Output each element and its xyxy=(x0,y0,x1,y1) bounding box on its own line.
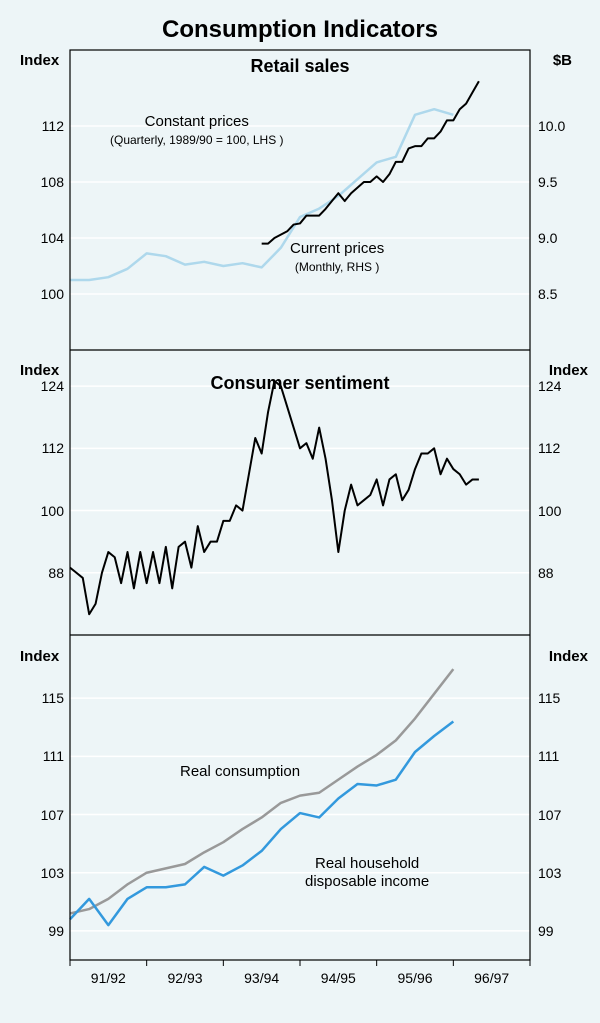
sentiment-ytick-left: 88 xyxy=(48,565,64,581)
retail-left-axis-label: Index xyxy=(20,52,59,69)
retail-ytick-left: 108 xyxy=(41,174,64,190)
consumption-ytick-left: 99 xyxy=(48,923,64,939)
real-consumption-label: Real consumption xyxy=(180,763,300,781)
retail-ytick-left: 100 xyxy=(41,286,64,302)
current-prices-label-text: Current prices xyxy=(290,240,384,257)
x-tick-label: 93/94 xyxy=(244,970,279,986)
constant-prices-label-text: Constant prices xyxy=(145,113,249,130)
panel-sentiment-title: Consumer sentiment xyxy=(0,373,600,394)
sentiment-ytick-right: 100 xyxy=(538,503,561,519)
sentiment-ytick-right: 124 xyxy=(538,378,561,394)
constant-prices-sublabel: (Quarterly, 1989/90 = 100, LHS ) xyxy=(110,133,284,147)
retail-ytick-right: 9.0 xyxy=(538,230,557,246)
consumption-ytick-right: 99 xyxy=(538,923,554,939)
x-tick-label: 96/97 xyxy=(474,970,509,986)
sentiment-ytick-right: 88 xyxy=(538,565,554,581)
sentiment-ytick-right: 112 xyxy=(538,440,560,456)
consumption-ytick-right: 103 xyxy=(538,865,561,881)
sentiment-ytick-left: 100 xyxy=(41,503,64,519)
retail-current_prices-line xyxy=(262,81,479,243)
consumption-ytick-left: 115 xyxy=(42,690,64,706)
x-tick-label: 95/96 xyxy=(397,970,432,986)
constant-prices-label: Constant prices (Quarterly, 1989/90 = 10… xyxy=(110,113,284,149)
consumption-ytick-right: 111 xyxy=(538,748,559,764)
consumption-ytick-left: 103 xyxy=(41,865,64,881)
panel-retail-title: Retail sales xyxy=(0,56,600,77)
consumption-ytick-left: 111 xyxy=(43,748,64,764)
sentiment-sentiment-line xyxy=(70,381,479,614)
consumption-right-axis-label: Index xyxy=(549,648,588,665)
real-income-label: Real household disposable income xyxy=(305,855,429,891)
consumption-left-axis-label: Index xyxy=(20,648,59,665)
consumption-ytick-right: 115 xyxy=(538,690,560,706)
sentiment-right-axis-label: Index xyxy=(549,362,588,379)
current-prices-sublabel: (Monthly, RHS ) xyxy=(295,260,379,274)
sentiment-left-axis-label: Index xyxy=(20,362,59,379)
retail-ytick-left: 104 xyxy=(41,230,64,246)
x-tick-label: 91/92 xyxy=(91,970,126,986)
retail-ytick-right: 8.5 xyxy=(538,286,557,302)
sentiment-ytick-left: 112 xyxy=(42,440,64,456)
chart-canvas xyxy=(0,0,600,1023)
sentiment-ytick-left: 124 xyxy=(41,378,64,394)
x-tick-label: 92/93 xyxy=(167,970,202,986)
retail-ytick-left: 112 xyxy=(42,118,64,134)
retail-ytick-right: 10.0 xyxy=(538,118,565,134)
consumption-real_income-line xyxy=(70,721,453,925)
x-tick-label: 94/95 xyxy=(321,970,356,986)
retail-ytick-right: 9.5 xyxy=(538,174,557,190)
current-prices-label: Current prices (Monthly, RHS ) xyxy=(290,240,384,276)
consumption-ytick-left: 107 xyxy=(41,807,64,823)
retail-right-axis-label: $B xyxy=(553,52,572,69)
consumption-ytick-right: 107 xyxy=(538,807,561,823)
